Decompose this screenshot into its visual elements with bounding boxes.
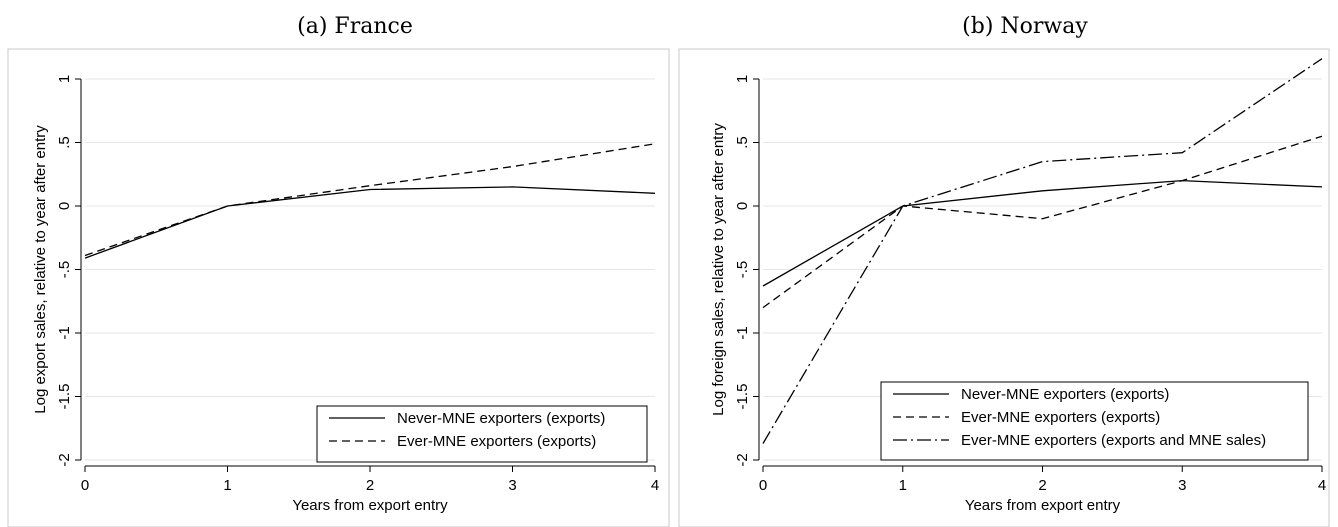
y-tick-label: -1	[56, 326, 73, 339]
x-tick-label: 4	[651, 477, 659, 494]
legend-label: Ever-MNE exporters (exports)	[397, 433, 596, 450]
y-tick-label: .5	[56, 136, 73, 149]
series-line-0	[84, 186, 656, 259]
x-tick-label: 2	[1038, 477, 1046, 494]
y-tick-label: 1	[56, 75, 73, 83]
y-axis-label: Log export sales, relative to year after…	[32, 125, 49, 414]
legend-box	[316, 405, 648, 463]
legend-label: Ever-MNE exporters (exports and MNE sale…	[961, 432, 1266, 449]
panel-frame	[678, 48, 1330, 527]
y-tick-label: 0	[56, 202, 73, 210]
legend-label: Never-MNE exporters (exports)	[397, 410, 605, 427]
x-tick-label: 3	[508, 477, 516, 494]
series-line-1	[762, 135, 1323, 309]
y-tick-label: -2	[56, 453, 73, 466]
panel-b-title: (b) Norway	[962, 14, 1088, 39]
y-tick-label: .5	[734, 136, 751, 149]
legend-label: Never-MNE exporters (exports)	[961, 386, 1169, 403]
y-axis-label: Log foreign sales, relative to year afte…	[710, 123, 727, 416]
x-tick-label: 1	[223, 477, 231, 494]
y-tick-label: -.5	[56, 261, 73, 279]
series-line-1	[84, 143, 656, 257]
series-line-0	[762, 179, 1323, 287]
x-tick-label: 3	[1178, 477, 1186, 494]
chart-panel-1: -2 -1.5 -1 -.5 0 .5 1 0 1 2 3 4 Years from export en…	[678, 48, 1330, 527]
y-tick-label: -1.5	[56, 384, 73, 410]
y-tick-label: -.5	[734, 261, 751, 279]
y-tick-label: -2	[734, 453, 751, 466]
legend-box	[880, 381, 1309, 461]
legend-label: Ever-MNE exporters (exports)	[961, 409, 1160, 426]
x-tick-label: 4	[1318, 477, 1326, 494]
x-axis-label: Years from export entry	[292, 497, 448, 514]
chart-panel-0: -2 -1.5 -1 -.5 0 .5 1 0 1 2 3 4 Years from export en…	[7, 48, 670, 527]
y-tick-label: 0	[734, 202, 751, 210]
x-tick-label: 2	[366, 477, 374, 494]
x-axis-label: Years from export entry	[965, 497, 1121, 514]
series-line-2	[762, 58, 1323, 444]
panel-a-title: (a) France	[297, 14, 413, 39]
x-tick-label: 0	[81, 477, 89, 494]
panel-frame	[7, 48, 670, 527]
y-tick-label: 1	[734, 75, 751, 83]
x-tick-label: 1	[899, 477, 907, 494]
x-tick-label: 0	[759, 477, 767, 494]
y-tick-label: -1.5	[734, 384, 751, 410]
y-tick-label: -1	[734, 326, 751, 339]
